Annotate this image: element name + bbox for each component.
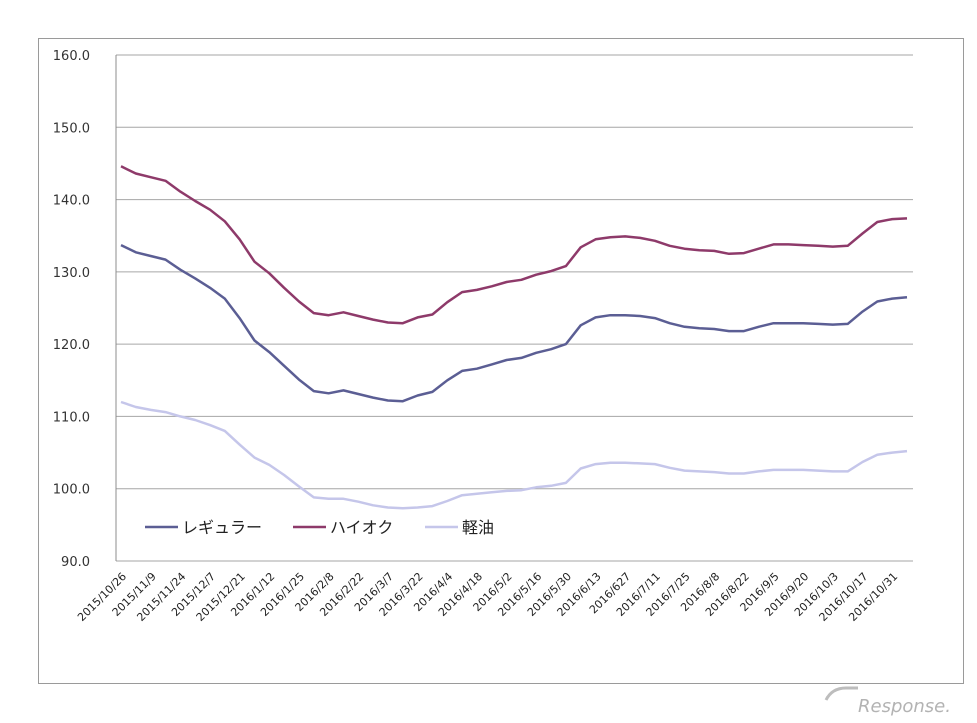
y-tick-label: 150.0 <box>53 121 90 136</box>
chart-frame <box>38 38 964 684</box>
y-tick-label: 120.0 <box>53 338 90 353</box>
y-tick-label: 140.0 <box>53 194 90 209</box>
legend-label: 軽油 <box>462 518 494 537</box>
watermark-text: Response. <box>858 696 951 717</box>
series-lines <box>120 165 908 510</box>
series-line-1 <box>120 165 908 325</box>
y-axis-ticks: 160.0 150.0 140.0 130.0 120.0 110.0 100.0 90.0 <box>53 49 90 570</box>
series-line-0 <box>120 243 908 403</box>
y-tick-label: 90.0 <box>61 555 90 570</box>
grid-lines <box>115 54 913 562</box>
y-tick-label: 160.0 <box>53 49 90 64</box>
y-tick-label: 110.0 <box>53 410 90 425</box>
legend: レギュラー ハイオク 軽油 <box>145 518 494 537</box>
series-line-2 <box>120 400 908 510</box>
x-axis-ticks: 2015/10/262015/11/92015/11/242015/12/720… <box>75 570 900 624</box>
legend-label: ハイオク <box>330 518 393 537</box>
y-tick-label: 100.0 <box>53 483 90 498</box>
legend-label: レギュラー <box>182 518 262 537</box>
watermark-logo: Response. <box>824 686 951 717</box>
y-tick-label: 130.0 <box>53 266 90 281</box>
